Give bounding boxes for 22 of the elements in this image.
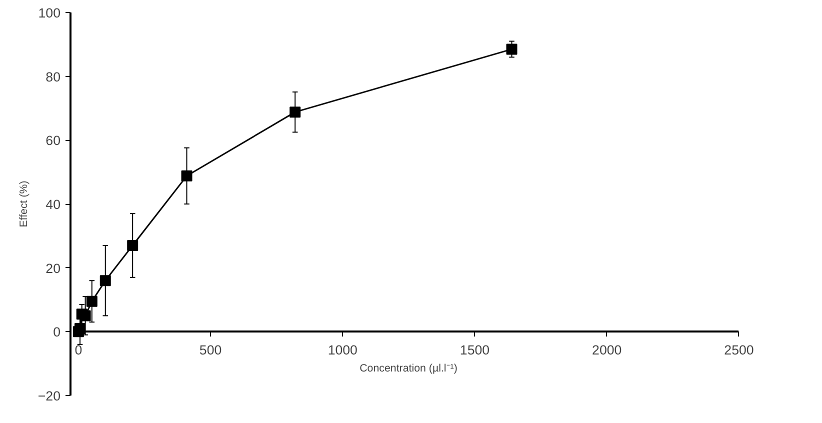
point bbox=[74, 322, 86, 334]
point bbox=[290, 106, 301, 118]
y-tick-label: 100 bbox=[38, 6, 61, 20]
y-tick-label: 0 bbox=[53, 324, 61, 340]
point bbox=[100, 275, 111, 286]
x-tick-label: 2000 bbox=[592, 342, 622, 358]
x-tick-label: 0 bbox=[74, 342, 82, 358]
point bbox=[86, 296, 98, 307]
x-axis-title: Concentration (µl.l⁻¹) bbox=[360, 362, 458, 374]
point bbox=[181, 170, 192, 182]
y-axis-title: Effect (%) bbox=[18, 180, 30, 228]
y-tick-label: 40 bbox=[46, 197, 61, 212]
y-tick-label: 60 bbox=[46, 133, 61, 148]
x-tick-label: 2500 bbox=[724, 342, 754, 358]
point bbox=[506, 44, 518, 55]
y-tick-label: −20 bbox=[38, 388, 60, 404]
y-tick-label: 20 bbox=[46, 260, 61, 276]
point bbox=[127, 240, 138, 251]
x-tick-label: 1500 bbox=[460, 342, 490, 358]
y-tick-label: 80 bbox=[46, 69, 61, 84]
x-tick-label: 500 bbox=[199, 342, 222, 358]
x-tick-label: 1000 bbox=[328, 342, 358, 358]
